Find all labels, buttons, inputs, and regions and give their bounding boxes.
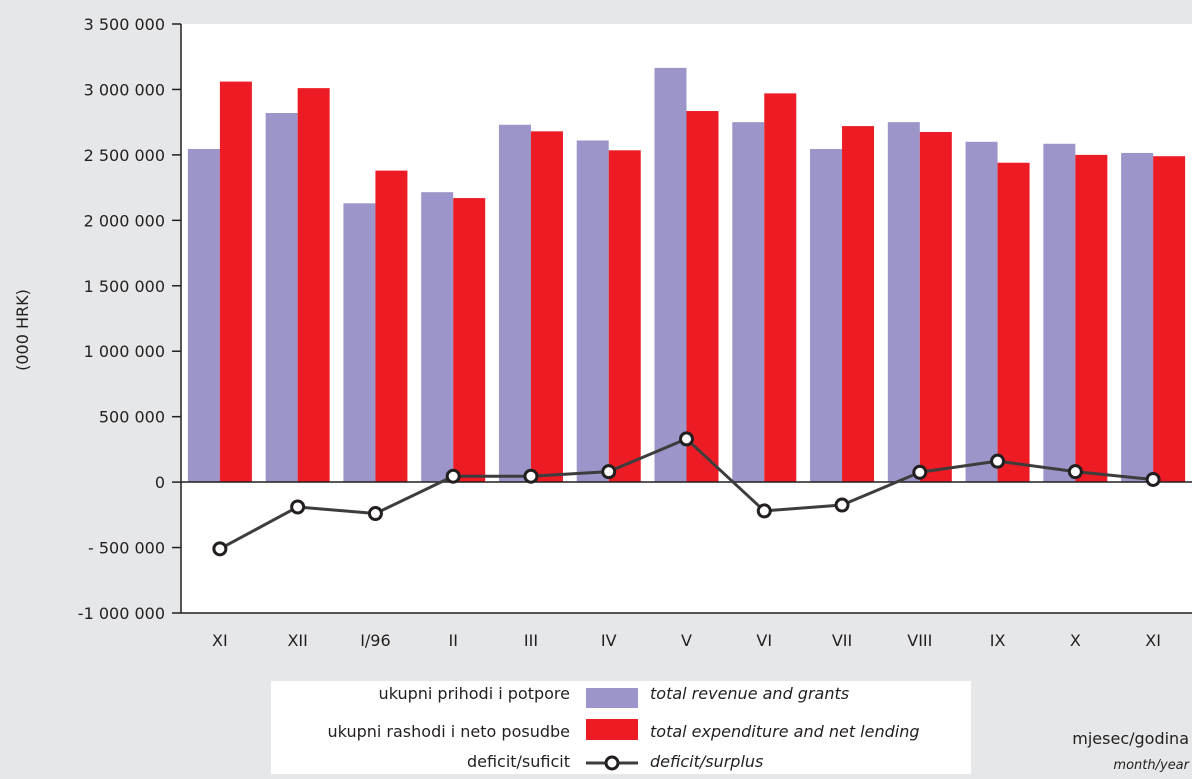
bar-expenditure <box>1153 156 1186 483</box>
bar-revenue <box>810 148 843 483</box>
legend-swatch-expenditure <box>586 719 638 740</box>
bar-expenditure <box>919 131 952 483</box>
x-axis-label: mjesec/godina <box>1072 729 1189 748</box>
bar-revenue <box>498 124 531 483</box>
x-tick-label: XI <box>212 631 228 650</box>
deficit-point <box>290 499 306 515</box>
x-tick-label: VI <box>756 631 772 650</box>
legend-label-revenue-en: total revenue and grants <box>650 684 849 703</box>
bars-layer <box>187 67 1186 483</box>
y-tick-label: - 500 000 <box>88 539 165 558</box>
y-tick-label: 2 000 000 <box>84 211 165 230</box>
bar-revenue <box>421 192 454 483</box>
x-tick-label: III <box>524 631 538 650</box>
bar-expenditure <box>219 81 252 483</box>
x-tick-label: XII <box>287 631 307 650</box>
y-tick-label: 500 000 <box>99 408 165 427</box>
legend-label-revenue: ukupni prihodi i potpore <box>379 684 570 703</box>
bar-revenue <box>576 140 609 483</box>
bar-expenditure <box>764 93 797 483</box>
bar-expenditure <box>297 88 330 483</box>
deficit-point <box>756 503 772 519</box>
deficit-point <box>445 468 461 484</box>
deficit-point <box>912 464 928 480</box>
x-tick-label: IV <box>601 631 617 650</box>
bar-expenditure <box>453 198 486 483</box>
y-tick-label: -1 000 000 <box>78 604 165 623</box>
bar-revenue <box>887 122 920 483</box>
legend-swatch-deficit-marker <box>604 755 620 771</box>
x-tick-label: VIII <box>907 631 932 650</box>
y-tick-label: 1 000 000 <box>84 342 165 361</box>
y-tick-label: 1 500 000 <box>84 277 165 296</box>
bar-expenditure <box>686 111 719 483</box>
bar-revenue <box>343 203 376 483</box>
bar-revenue <box>1043 143 1076 483</box>
bar-revenue <box>187 148 220 483</box>
deficit-point <box>367 506 383 522</box>
y-tick-label: 0 <box>155 473 165 492</box>
y-axis-label: (000 HRK) <box>13 289 32 371</box>
legend-swatch-revenue <box>586 688 638 708</box>
x-tick-label: IX <box>990 631 1006 650</box>
bar-revenue <box>965 141 998 483</box>
y-tick-label: 3 500 000 <box>84 15 165 34</box>
x-ticks: XI XII I/96 II III IV V VI VII VIII IX X XI <box>212 631 1161 650</box>
deficit-point <box>679 431 694 447</box>
x-tick-label: II <box>448 631 457 650</box>
y-tick-label: 2 500 000 <box>84 146 165 165</box>
bar-expenditure <box>842 126 875 483</box>
legend-label-deficit: deficit/suficit <box>467 752 570 771</box>
y-ticks: -1 000 000 - 500 000 0 500 000 1 000 000 1 50… <box>78 15 181 623</box>
deficit-point <box>990 453 1006 469</box>
x-tick-label: VII <box>832 631 852 650</box>
deficit-point <box>523 468 539 484</box>
bar-revenue <box>732 122 765 483</box>
x-tick-label: X <box>1070 631 1081 650</box>
legend-label-expenditure: ukupni rashodi i neto posudbe <box>328 722 570 741</box>
bar-revenue <box>265 113 298 483</box>
bar-expenditure <box>530 131 563 483</box>
bar-expenditure <box>1075 154 1108 483</box>
bar-expenditure <box>608 150 641 483</box>
x-tick-label: XI <box>1145 631 1161 650</box>
legend-label-deficit-en: deficit/surplus <box>650 752 763 771</box>
y-tick-label: 3 000 000 <box>84 80 165 99</box>
axes-layer <box>180 24 1192 614</box>
x-tick-label: I/96 <box>360 631 390 650</box>
bar-revenue <box>654 67 687 483</box>
x-tick-label: V <box>681 631 692 650</box>
deficit-point <box>601 464 617 480</box>
bar-expenditure <box>997 162 1030 483</box>
x-axis-label-en: month/year <box>1113 758 1190 773</box>
bar-expenditure <box>375 170 408 483</box>
deficit-point <box>1145 471 1161 487</box>
legend-label-expenditure-en: total expenditure and net lending <box>650 722 920 741</box>
deficit-line-layer <box>212 431 1161 557</box>
legend: ukupni prihodi i potpore total revenue a… <box>271 681 971 774</box>
bar-revenue <box>1121 152 1154 483</box>
deficit-point <box>1067 464 1083 480</box>
deficit-point <box>212 541 228 557</box>
deficit-point <box>834 497 850 513</box>
